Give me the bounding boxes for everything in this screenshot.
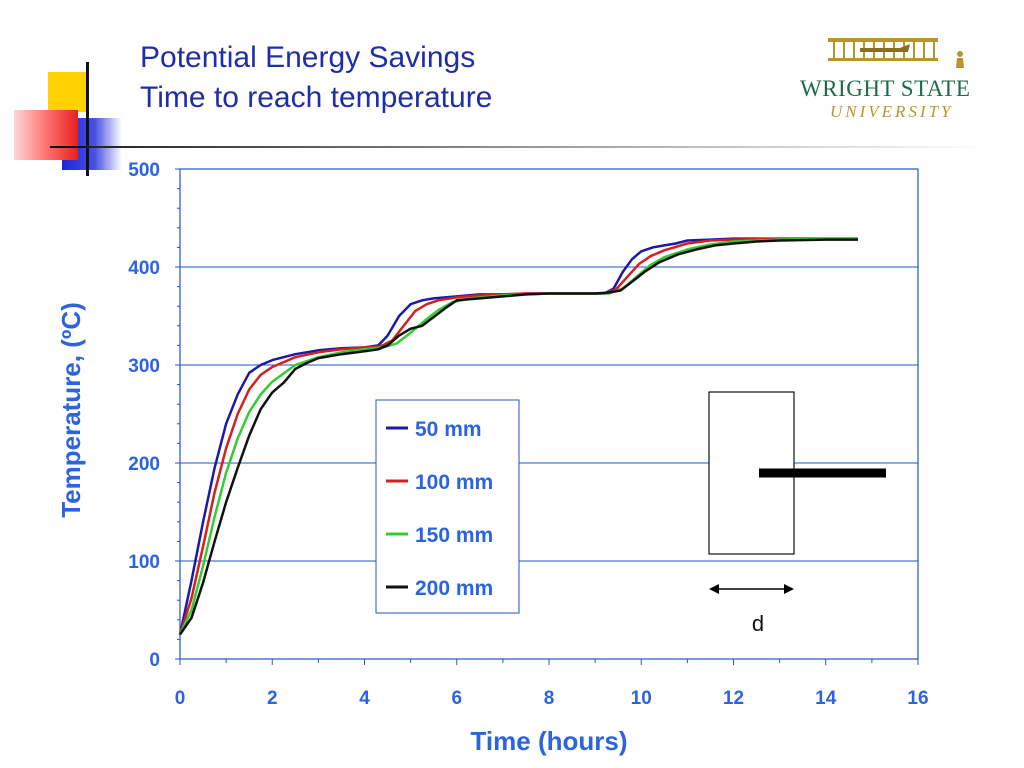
x-tick-label: 14 xyxy=(815,688,837,709)
x-tick-label: 2 xyxy=(267,688,278,709)
dimension-label: d xyxy=(752,611,764,636)
legend-box xyxy=(375,399,520,614)
x-tick-label: 6 xyxy=(451,688,462,709)
y-axis-label: Temperature, (ºC) xyxy=(56,302,86,518)
series-line xyxy=(178,237,858,635)
plot-frame xyxy=(179,168,919,660)
legend-label: 200 mm xyxy=(415,577,493,600)
x-tick-label: 4 xyxy=(359,688,370,709)
x-tick-label: 16 xyxy=(907,688,928,709)
y-tick-label: 0 xyxy=(149,650,160,671)
x-axis-label: Time (hours) xyxy=(471,726,628,756)
university-logo: WRIGHT STATE UNIVERSITY xyxy=(800,32,1000,132)
logo-subtitle: UNIVERSITY xyxy=(830,102,954,121)
legend-label: 100 mm xyxy=(415,471,493,494)
vertical-line xyxy=(86,62,89,176)
series-line xyxy=(178,237,858,636)
red-square xyxy=(14,110,78,160)
title-line-2: Time to reach temperature xyxy=(140,81,493,114)
y-tick-label: 200 xyxy=(128,454,160,475)
logo-name: WRIGHT STATE xyxy=(800,76,971,101)
slide-title: Potential Energy Savings Time to reach t… xyxy=(140,38,492,118)
building-emblem-icon xyxy=(828,38,964,68)
title-divider xyxy=(86,146,986,148)
y-tick-label: 400 xyxy=(128,258,160,279)
x-tick-label: 10 xyxy=(631,688,652,709)
x-tick-label: 0 xyxy=(175,688,186,709)
y-tick-label: 300 xyxy=(128,356,160,377)
dimension-arrow-left xyxy=(709,584,719,594)
y-tick-label: 500 xyxy=(128,160,160,181)
title-line-1: Potential Energy Savings xyxy=(140,41,476,74)
x-tick-label: 12 xyxy=(723,688,744,709)
series-line xyxy=(178,238,858,636)
y-tick-label: 100 xyxy=(128,552,160,573)
legend-label: 50 mm xyxy=(415,418,482,441)
x-tick-label: 8 xyxy=(544,688,555,709)
dimension-arrow-right xyxy=(784,584,794,594)
yellow-square xyxy=(48,72,86,112)
legend-label: 150 mm xyxy=(415,524,493,547)
decorative-squares xyxy=(0,0,140,180)
